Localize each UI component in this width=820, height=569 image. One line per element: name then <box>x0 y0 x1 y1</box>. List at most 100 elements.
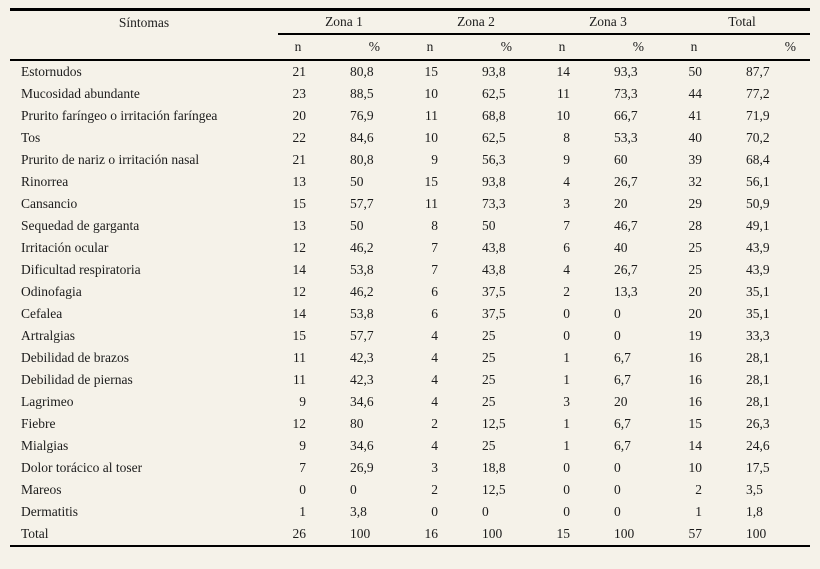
total-n-cell: 16 <box>688 394 703 409</box>
zona1-pct-cell: 57,7 <box>350 328 374 343</box>
table-row: Dolor torácico al toser 7 26,9 3 18,8 0 0 10 17,… <box>10 457 810 479</box>
zona1-pct-cell: 84,6 <box>350 130 374 145</box>
row-label: Mareos <box>21 482 62 497</box>
zona3-n-cell: 0 <box>563 306 570 321</box>
total-n-cell: 57 <box>688 526 703 541</box>
table-row: Prurito de nariz o irritación nasal 21 80,… <box>10 149 810 171</box>
total-n-cell: 25 <box>688 240 703 255</box>
table-row: Irritación ocular 12 46,2 7 43,8 6 40 25 43,9 <box>10 237 810 259</box>
zona3-group-header: Zona 3 <box>542 9 674 35</box>
zona3-n-cell: 14 <box>556 64 571 79</box>
zona2-pct-cell: 68,8 <box>482 108 506 123</box>
row-label: Tos <box>21 130 41 145</box>
zona2-n-cell: 15 <box>424 64 439 79</box>
zona2-pct-cell: 25 <box>482 372 496 387</box>
zona2-n-cell: 16 <box>424 526 439 541</box>
zona2-n-header: n <box>410 34 450 61</box>
zona1-n-cell: 21 <box>292 64 307 79</box>
total-n-cell: 16 <box>688 372 703 387</box>
zona1-pct-cell: 50 <box>350 174 364 189</box>
zona3-n-cell: 6 <box>563 240 570 255</box>
zona1-n-cell: 13 <box>292 174 307 189</box>
zona2-pct-cell: 12,5 <box>482 416 506 431</box>
zona1-pct-cell: 76,9 <box>350 108 374 123</box>
zona1-n-cell: 12 <box>292 284 307 299</box>
zona1-n-cell: 15 <box>292 196 307 211</box>
table-row: Fiebre 12 80 2 12,5 1 6,7 15 26,3 <box>10 413 810 435</box>
zona2-pct-cell: 25 <box>482 394 496 409</box>
row-label: Artralgias <box>21 328 75 343</box>
zona2-pct-cell: 37,5 <box>482 306 506 321</box>
zona1-pct-cell: 26,9 <box>350 460 374 475</box>
zona1-n-cell: 9 <box>299 394 306 409</box>
total-pct-cell: 28,1 <box>746 394 770 409</box>
total-pct-cell: 28,1 <box>746 350 770 365</box>
zona1-n-cell: 11 <box>293 350 306 365</box>
total-n-header: n <box>674 34 714 61</box>
total-n-cell: 19 <box>688 328 703 343</box>
total-pct-cell: 71,9 <box>746 108 770 123</box>
zona1-n-cell: 26 <box>292 526 307 541</box>
row-label: Irritación ocular <box>21 240 109 255</box>
zona2-pct-cell: 56,3 <box>482 152 506 167</box>
total-pct-cell: 70,2 <box>746 130 770 145</box>
table-row: Prurito faríngeo o irritación faríngea 20… <box>10 105 810 127</box>
zona2-n-cell: 8 <box>431 218 438 233</box>
zona3-pct-cell: 0 <box>614 328 621 343</box>
table-row: Lagrimeo 9 34,6 4 25 3 20 16 28,1 <box>10 391 810 413</box>
zona3-pct-cell: 0 <box>614 482 621 497</box>
zona2-pct-cell: 50 <box>482 218 496 233</box>
zona1-pct-cell: 53,8 <box>350 306 374 321</box>
zona3-pct-header: % <box>582 34 674 61</box>
zona3-pct-cell: 13,3 <box>614 284 638 299</box>
zona3-pct-cell: 93,3 <box>614 64 638 79</box>
zona1-pct-cell: 3,8 <box>350 504 367 519</box>
row-label: Odinofagia <box>21 284 82 299</box>
total-n-cell: 50 <box>688 64 703 79</box>
zona1-n-cell: 22 <box>292 130 307 145</box>
row-label: Fiebre <box>21 416 56 431</box>
zona1-pct-cell: 34,6 <box>350 394 374 409</box>
zona3-n-cell: 7 <box>563 218 570 233</box>
total-pct-cell: 49,1 <box>746 218 770 233</box>
zona2-n-cell: 3 <box>431 460 438 475</box>
zona1-n-cell: 14 <box>292 306 307 321</box>
total-n-cell: 10 <box>688 460 703 475</box>
row-label: Total <box>21 526 49 541</box>
zona3-n-cell: 1 <box>563 372 570 387</box>
table-row: Cefalea 14 53,8 6 37,5 0 0 20 35,1 <box>10 303 810 325</box>
zona3-n-cell: 1 <box>563 438 570 453</box>
row-label: Estornudos <box>21 64 82 79</box>
zona3-n-cell: 1 <box>563 416 570 431</box>
zona1-n-cell: 11 <box>293 372 306 387</box>
row-label: Dificultad respiratoria <box>21 262 141 277</box>
row-label: Prurito faríngeo o irritación faríngea <box>21 108 218 123</box>
zona3-pct-cell: 20 <box>614 394 628 409</box>
table-row: Dermatitis 1 3,8 0 0 0 0 1 1,8 <box>10 501 810 523</box>
total-n-cell: 1 <box>695 504 702 519</box>
zona1-n-cell: 15 <box>292 328 307 343</box>
zona3-n-cell: 1 <box>563 350 570 365</box>
row-label: Debilidad de piernas <box>21 372 133 387</box>
zona1-group-header: Zona 1 <box>278 9 410 35</box>
zona3-pct-cell: 100 <box>614 526 635 541</box>
zona2-pct-cell: 18,8 <box>482 460 506 475</box>
row-label: Dermatitis <box>21 504 78 519</box>
zona3-n-cell: 2 <box>563 284 570 299</box>
zona3-pct-cell: 73,3 <box>614 86 638 101</box>
table-row: Total 26 100 16 100 15 100 57 100 <box>10 523 810 546</box>
zona1-n-cell: 13 <box>292 218 307 233</box>
row-label: Rinorrea <box>21 174 69 189</box>
zona2-n-cell: 7 <box>431 240 438 255</box>
total-pct-cell: 26,3 <box>746 416 770 431</box>
row-label: Mialgias <box>21 438 69 453</box>
total-pct-cell: 3,5 <box>746 482 763 497</box>
zona1-pct-cell: 80,8 <box>350 64 374 79</box>
zona2-n-cell: 4 <box>431 438 438 453</box>
zona2-n-cell: 15 <box>424 174 439 189</box>
zona1-pct-cell: 42,3 <box>350 372 374 387</box>
row-label: Debilidad de brazos <box>21 350 129 365</box>
zona2-n-cell: 11 <box>425 196 438 211</box>
zona1-n-header: n <box>278 34 318 61</box>
total-pct-cell: 77,2 <box>746 86 770 101</box>
